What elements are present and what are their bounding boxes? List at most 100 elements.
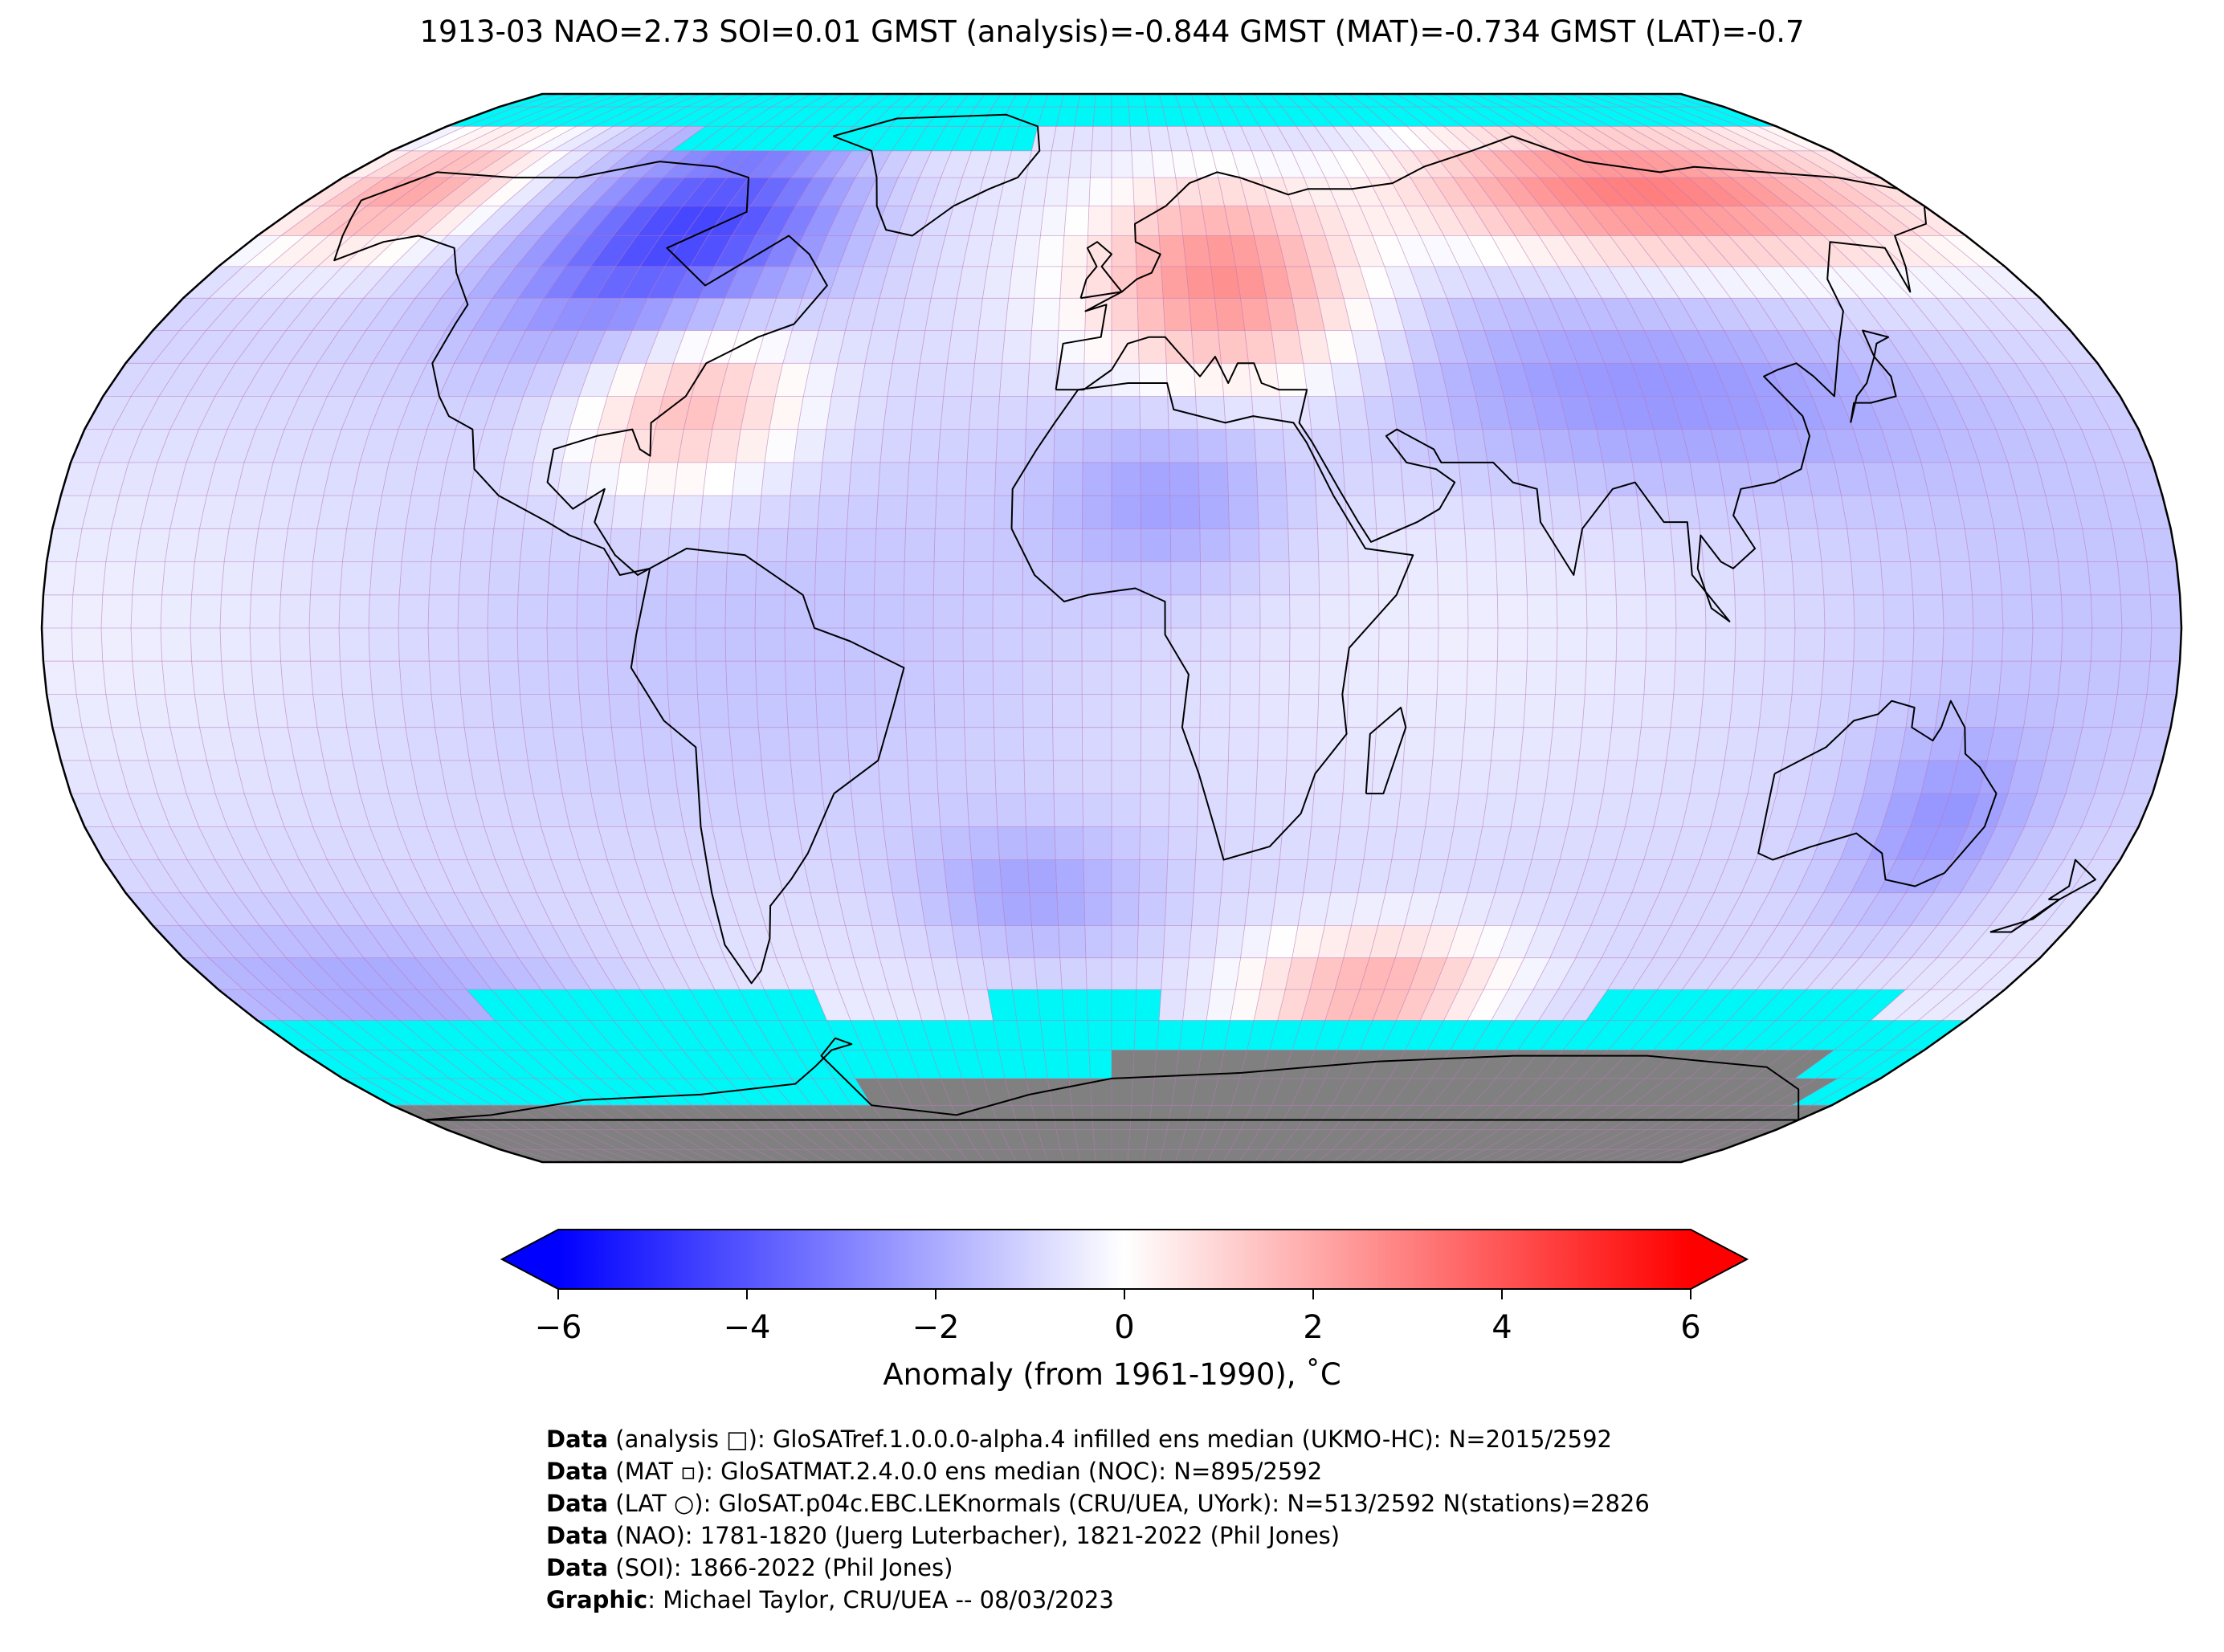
grid-cell <box>1704 298 1751 331</box>
grid-cell <box>919 1078 952 1106</box>
grid-cell <box>993 694 1024 728</box>
grid-cell <box>1607 496 1642 529</box>
grid-cell <box>1687 859 1728 893</box>
grid-cell <box>1753 496 1789 529</box>
grid-cell <box>1200 661 1230 695</box>
grid-cell <box>2120 594 2152 628</box>
grid-cell <box>1793 594 1825 628</box>
grid-cell <box>1586 235 1633 267</box>
grid-cell <box>100 793 142 827</box>
grid-cell <box>1769 859 1812 893</box>
grid-cell <box>1756 826 1797 860</box>
grid-cell <box>1459 462 1492 496</box>
grid-cell <box>1536 126 1592 151</box>
grid-cell <box>258 727 295 761</box>
grid-cell <box>1794 177 1857 206</box>
grid-cell <box>1141 727 1171 761</box>
grid-cell <box>1707 266 1757 299</box>
grid-cell <box>613 1020 660 1050</box>
grid-cell <box>2045 496 2083 529</box>
grid-cell <box>1851 661 1883 695</box>
grid-cell <box>1377 892 1414 926</box>
grid-cell <box>1653 793 1690 827</box>
grid-cell <box>1029 892 1059 926</box>
grid-cell <box>791 126 835 151</box>
grid-cell <box>493 496 528 529</box>
grid-cell <box>814 594 845 628</box>
grid-cell <box>159 859 208 893</box>
grid-cell <box>1757 957 1808 990</box>
grid-cell <box>1883 330 1933 364</box>
grid-cell <box>904 661 934 695</box>
grid-cell <box>1573 126 1632 151</box>
grid-cell <box>890 1149 922 1162</box>
grid-cell <box>595 266 640 299</box>
grid-cell <box>874 561 905 595</box>
grid-cell <box>1679 925 1724 958</box>
grid-cell <box>187 859 235 893</box>
grid-cell <box>1691 1078 1753 1106</box>
grid-cell <box>684 1020 728 1050</box>
grid-cell <box>976 1050 1006 1079</box>
grid-cell <box>1090 150 1112 178</box>
grid-cell <box>1808 925 1858 958</box>
grid-cell <box>1063 206 1089 236</box>
grid-cell <box>826 206 863 236</box>
grid-cell <box>317 892 366 926</box>
grid-cell <box>1191 150 1218 178</box>
grid-cell <box>1391 826 1426 860</box>
grid-cell <box>1690 760 1725 794</box>
grid-cell <box>785 594 815 628</box>
grid-cell <box>892 330 925 364</box>
grid-cell <box>1853 628 1884 662</box>
grid-cell <box>685 298 725 331</box>
grid-cell <box>1752 1078 1817 1106</box>
grid-cell <box>511 126 577 151</box>
grid-cell <box>235 266 293 299</box>
grid-cell <box>516 1149 574 1162</box>
grid-cell <box>1008 266 1038 299</box>
grid-cell <box>1651 1078 1710 1106</box>
grid-cell <box>1082 594 1112 628</box>
grid-cell <box>90 462 129 496</box>
grid-cell <box>1198 760 1229 794</box>
grid-cell <box>1247 206 1278 236</box>
grid-cell <box>1838 177 1902 206</box>
grid-cell <box>392 298 442 331</box>
grid-cell <box>971 363 1002 397</box>
grid-cell <box>1301 989 1336 1021</box>
grid-cell <box>652 1149 700 1162</box>
grid-cell <box>686 94 732 107</box>
grid-cell <box>764 235 803 267</box>
grid-cell <box>1628 126 1692 151</box>
grid-cell <box>1728 396 1768 430</box>
grid-cell <box>1185 957 1215 990</box>
grid-cell <box>1410 1050 1451 1079</box>
grid-cell <box>1863 462 1900 496</box>
grid-cell <box>392 925 442 958</box>
grid-cell <box>416 989 471 1021</box>
grid-cell <box>1230 661 1260 695</box>
grid-cell <box>1443 989 1484 1021</box>
grid-cell <box>1431 1078 1475 1106</box>
grid-cell <box>1777 892 1824 926</box>
grid-cell <box>1112 1020 1136 1050</box>
grid-cell <box>1360 206 1397 236</box>
grid-cell <box>682 1050 728 1079</box>
grid-cell <box>1203 126 1232 151</box>
grid-cell <box>779 1020 818 1050</box>
grid-cell <box>1560 396 1597 430</box>
grid-cell <box>879 957 913 990</box>
grid-cell <box>1924 826 1968 860</box>
grid-cell <box>1021 1050 1048 1079</box>
grid-cell <box>1491 989 1534 1021</box>
grid-cell <box>651 126 706 151</box>
grid-cell <box>826 396 860 430</box>
grid-cell <box>304 206 367 236</box>
grid-cell <box>1879 206 1943 236</box>
grid-cell <box>691 126 743 151</box>
grid-cell <box>1308 396 1341 430</box>
grid-cell <box>1059 266 1088 299</box>
grid-cell <box>1230 561 1260 595</box>
grid-cell <box>638 528 671 562</box>
